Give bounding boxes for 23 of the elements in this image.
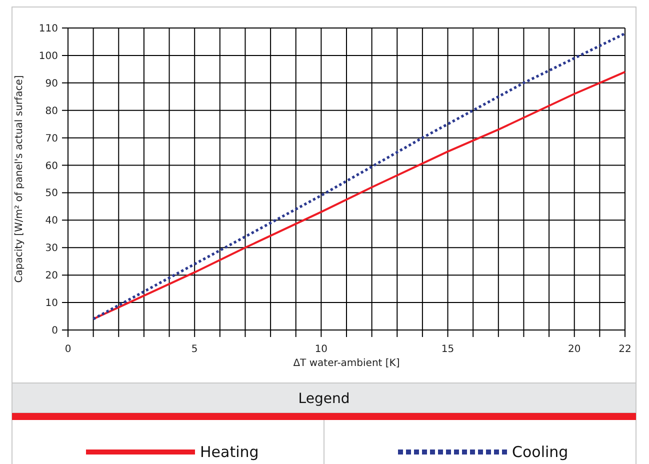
y-tick-label: 30	[45, 243, 58, 254]
x-tick-label: 0	[64, 344, 72, 355]
legend-label: Cooling	[512, 443, 568, 461]
y-tick-label: 60	[45, 160, 58, 172]
legend-label: Heating	[200, 443, 259, 461]
y-tick-label: 40	[45, 216, 58, 227]
y-tick-label: 70	[45, 133, 58, 144]
y-tick-label: 90	[45, 78, 58, 90]
y-tick-label: 10	[45, 298, 58, 310]
y-tick-label: 80	[45, 106, 58, 117]
x-tick-label: 20	[568, 344, 581, 355]
y-tick-label: 0	[52, 326, 58, 336]
x-tick-label: 10	[314, 344, 328, 355]
y-tick-label: 20	[45, 270, 58, 282]
x-tick-label: 15	[441, 344, 454, 355]
x-tick-label: 5	[191, 344, 198, 355]
x-tick-label: 22	[618, 344, 632, 355]
y-tick-label: 100	[38, 50, 58, 62]
y-tick-label: 110	[38, 24, 58, 34]
legend-title: Legend	[298, 391, 350, 407]
y-tick-label: 50	[45, 188, 58, 200]
x-axis-title: ΔT water-ambient [K]	[293, 358, 400, 369]
y-axis-title: Capacity [W/m² of panel's actual surface]	[14, 75, 25, 283]
